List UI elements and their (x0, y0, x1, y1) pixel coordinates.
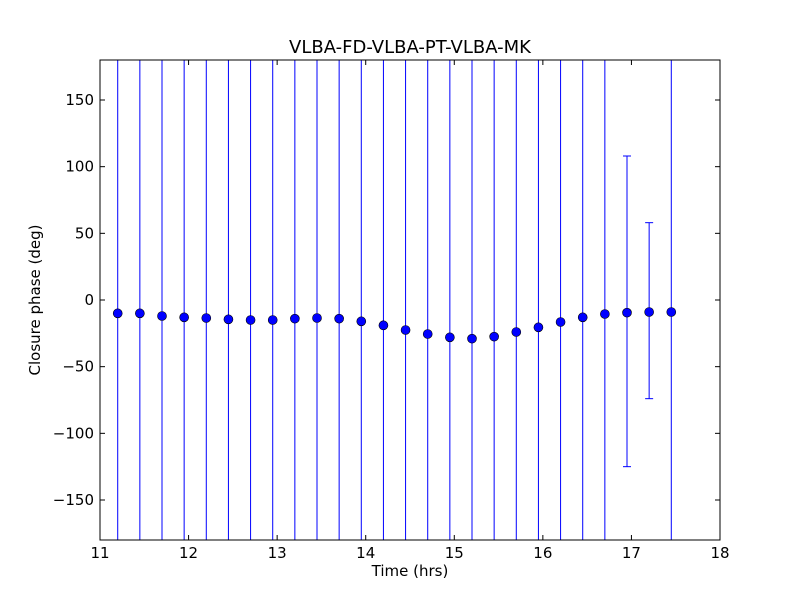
x-tick-label: 16 (533, 544, 552, 562)
x-tick-label: 18 (710, 544, 729, 562)
y-tick-label: −150 (53, 491, 94, 509)
data-point (245, 315, 256, 325)
data-point (577, 312, 588, 323)
y-axis-label: Closure phase (deg) (26, 225, 44, 376)
data-point (644, 307, 654, 317)
data-point (378, 320, 389, 331)
data-point (400, 325, 411, 335)
data-point (223, 314, 234, 325)
data-point (112, 308, 123, 319)
y-tick-label: 0 (84, 291, 94, 309)
data-point (622, 307, 632, 318)
data-point (135, 308, 145, 319)
y-tick-label: 50 (75, 224, 94, 242)
data-point (356, 316, 367, 327)
x-tick-label: 15 (445, 544, 464, 562)
data-point (334, 313, 344, 324)
data-point (312, 313, 322, 323)
data-point (489, 331, 499, 342)
x-tick-label: 11 (90, 544, 109, 562)
data-point (600, 309, 610, 319)
data-point (267, 315, 278, 325)
data-point (555, 317, 566, 327)
data-point (445, 332, 455, 343)
x-tick-label: 17 (622, 544, 641, 562)
data-point (179, 312, 189, 323)
data-point (157, 311, 167, 321)
data-point (511, 327, 522, 337)
x-tick-label: 12 (179, 544, 198, 562)
data-point (533, 322, 544, 333)
chart-title: VLBA-FD-VLBA-PT-VLBA-MK (289, 37, 532, 58)
tick-layer: 11 12 13 14 15 16 17 18 −150 −100 −50 0 50 100 150 (53, 60, 730, 562)
y-tick-label: −100 (53, 424, 94, 442)
data-point (467, 333, 477, 344)
x-axis-label: Time (hrs) (371, 562, 449, 580)
x-tick-label: 14 (356, 544, 375, 562)
x-tick-label: 13 (268, 544, 287, 562)
data-point (290, 313, 300, 324)
plot-layer (112, 60, 677, 540)
data-point (666, 307, 677, 317)
data-point (201, 313, 212, 323)
data-point (422, 329, 433, 339)
y-tick-label: −50 (62, 358, 94, 376)
y-tick-label: 100 (65, 158, 94, 176)
y-tick-label: 150 (65, 91, 94, 109)
